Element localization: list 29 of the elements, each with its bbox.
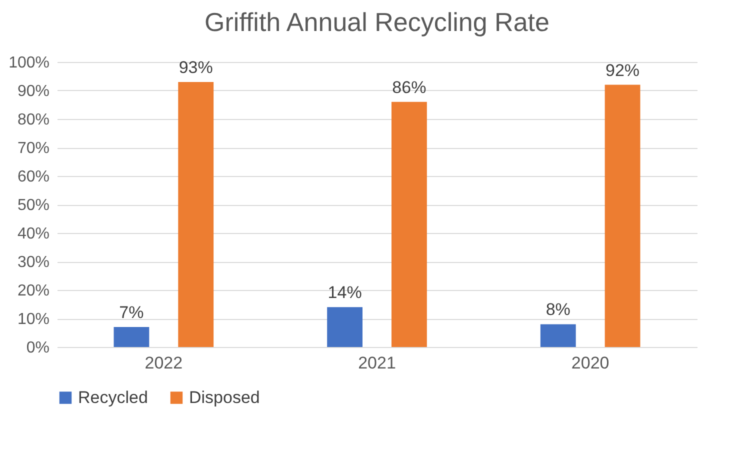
bar: [540, 324, 576, 347]
y-tick-label: 90%: [17, 83, 50, 100]
y-tick-label: 0%: [26, 340, 50, 356]
y-tick-label: 20%: [17, 282, 50, 300]
bar: [327, 307, 363, 347]
data-label: 14%: [328, 283, 362, 302]
x-tick-label: 2022: [144, 354, 183, 372]
bar: [604, 84, 640, 347]
y-tick-label: 80%: [17, 112, 50, 128]
data-label: 7%: [119, 303, 144, 322]
legend-label: Disposed: [189, 388, 260, 407]
y-tick-label: 10%: [17, 311, 50, 328]
x-tick-label: 2021: [358, 354, 396, 372]
data-label: 86%: [392, 78, 426, 97]
y-tick-label: 50%: [17, 197, 50, 214]
chart-title: Griffith Annual Recycling Rate: [204, 7, 550, 37]
y-tick-label: 30%: [17, 254, 50, 271]
y-tick-label: 70%: [17, 140, 50, 157]
x-tick-label: 2020: [571, 354, 610, 372]
y-tick-label: 40%: [17, 226, 50, 242]
bar: [114, 327, 150, 347]
legend-label: Recycled: [78, 388, 148, 407]
y-tick-label: 100%: [8, 54, 50, 72]
bar: [178, 82, 214, 347]
bar: [391, 102, 427, 347]
data-label: 92%: [606, 60, 640, 80]
y-tick-label: 60%: [17, 168, 50, 186]
data-label: 93%: [178, 58, 213, 77]
data-label: 8%: [546, 300, 570, 320]
